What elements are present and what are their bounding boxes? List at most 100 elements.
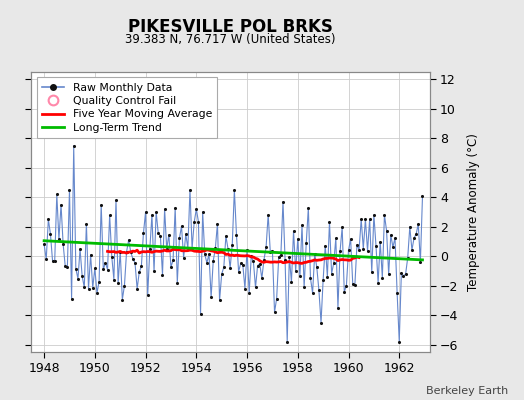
Point [342, 282, 351, 289]
Point [167, 264, 175, 270]
Point [76, 246, 84, 252]
Point [50, 258, 59, 264]
Point [112, 197, 120, 204]
Point [152, 209, 160, 215]
Point [378, 274, 387, 281]
Point [361, 216, 369, 222]
Point [319, 276, 328, 283]
Point [48, 258, 57, 264]
Point [336, 248, 344, 254]
Point [306, 275, 314, 281]
Point [40, 241, 48, 248]
Point [355, 246, 363, 253]
Point [133, 286, 141, 292]
Point [281, 257, 289, 264]
Point [80, 284, 89, 291]
Point [383, 227, 391, 234]
Point [63, 263, 72, 270]
Point [131, 260, 139, 266]
Point [177, 223, 185, 230]
Point [243, 246, 251, 253]
Point [169, 257, 177, 264]
Point [374, 279, 383, 286]
Point [57, 202, 65, 208]
Point [114, 280, 122, 286]
Point [59, 241, 68, 248]
Text: Berkeley Earth: Berkeley Earth [426, 386, 508, 396]
Point [254, 262, 262, 269]
Point [230, 187, 238, 193]
Point [363, 248, 372, 254]
Point [84, 286, 93, 292]
Point [256, 260, 264, 267]
Point [376, 238, 385, 245]
Point [217, 271, 226, 277]
Point [156, 232, 165, 239]
Point [211, 245, 220, 252]
Point [224, 246, 232, 252]
Point [160, 206, 169, 212]
Point [348, 280, 357, 287]
Point [338, 224, 346, 230]
Point [270, 309, 279, 316]
Point [370, 212, 378, 218]
Point [311, 251, 319, 257]
Point [357, 216, 365, 222]
Point [300, 284, 308, 290]
Point [287, 279, 296, 285]
Point [107, 253, 116, 260]
Point [120, 282, 128, 289]
Point [207, 294, 215, 301]
Point [328, 270, 336, 277]
Point [387, 232, 395, 238]
Point [162, 246, 171, 252]
Point [72, 266, 80, 272]
Point [125, 237, 133, 243]
Point [389, 244, 397, 250]
Point [158, 272, 167, 278]
Point [123, 249, 131, 255]
Point [359, 245, 367, 252]
Point [194, 218, 203, 225]
Point [105, 212, 114, 218]
Point [365, 216, 374, 222]
Point [61, 263, 70, 270]
Point [137, 263, 146, 270]
Point [97, 202, 105, 208]
Point [340, 288, 348, 295]
Point [118, 296, 126, 303]
Point [249, 258, 258, 264]
Point [397, 270, 406, 276]
Point [184, 245, 192, 252]
Point [291, 268, 300, 274]
Point [91, 265, 99, 272]
Point [403, 255, 412, 261]
Point [141, 209, 150, 215]
Point [234, 268, 243, 275]
Point [285, 254, 293, 260]
Point [86, 252, 95, 258]
Point [175, 235, 183, 242]
Point [393, 290, 401, 296]
Point [283, 338, 291, 345]
Point [209, 258, 217, 264]
Point [334, 304, 342, 311]
Point [309, 290, 317, 296]
Point [101, 260, 110, 266]
Point [66, 187, 74, 193]
Point [129, 256, 137, 262]
Text: 39.383 N, 76.717 W (United States): 39.383 N, 76.717 W (United States) [125, 33, 336, 46]
Point [222, 233, 230, 239]
Point [304, 204, 312, 211]
Point [330, 260, 338, 266]
Point [401, 271, 410, 278]
Point [258, 275, 266, 282]
Point [186, 187, 194, 193]
Point [150, 268, 158, 274]
Point [406, 224, 414, 230]
Point [351, 282, 359, 288]
Point [127, 249, 135, 256]
Point [220, 264, 228, 270]
Point [289, 228, 298, 234]
Point [99, 266, 107, 273]
